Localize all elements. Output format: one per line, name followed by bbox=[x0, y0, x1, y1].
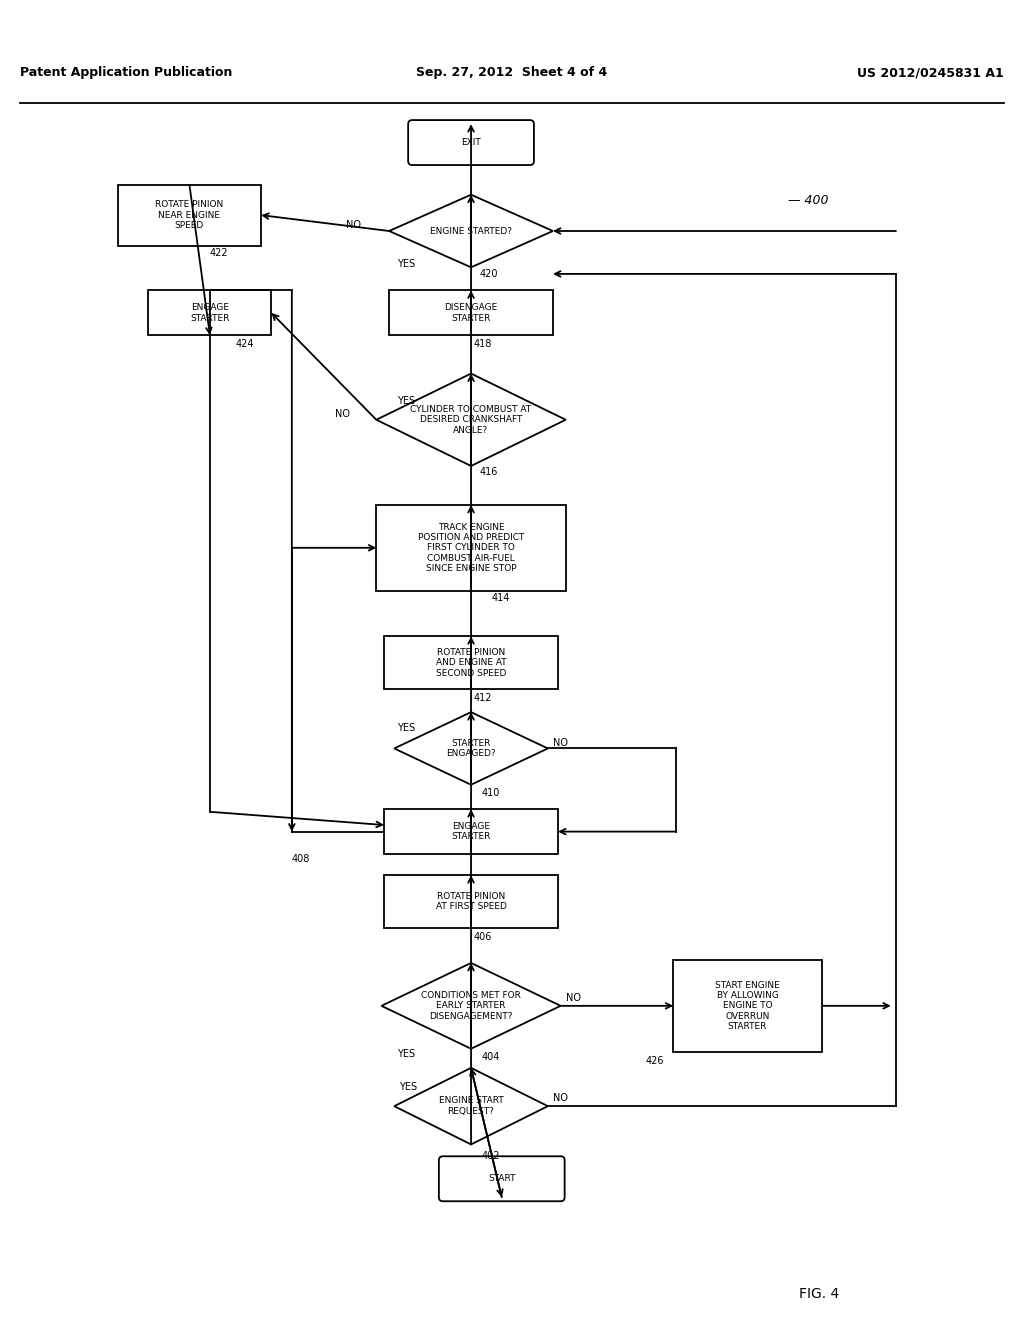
Text: YES: YES bbox=[397, 259, 416, 269]
Text: NO: NO bbox=[336, 409, 350, 420]
Text: 410: 410 bbox=[481, 788, 500, 799]
Text: ENGINE STARTED?: ENGINE STARTED? bbox=[430, 227, 512, 235]
Bar bbox=[384, 875, 558, 928]
Text: 426: 426 bbox=[645, 1056, 664, 1067]
Text: 414: 414 bbox=[492, 593, 510, 603]
Bar bbox=[384, 809, 558, 854]
Text: — 400: — 400 bbox=[788, 194, 829, 207]
Text: ROTATE PINION
AT FIRST SPEED: ROTATE PINION AT FIRST SPEED bbox=[435, 892, 507, 911]
Text: 402: 402 bbox=[481, 1151, 500, 1162]
FancyBboxPatch shape bbox=[439, 1156, 564, 1201]
Bar bbox=[384, 636, 558, 689]
Text: 422: 422 bbox=[210, 248, 228, 259]
Text: YES: YES bbox=[397, 396, 416, 407]
Text: STARTER
ENGAGED?: STARTER ENGAGED? bbox=[446, 739, 496, 758]
Text: TRACK ENGINE
POSITION AND PREDICT
FIRST CYLINDER TO
COMBUST AIR-FUEL
SINCE ENGIN: TRACK ENGINE POSITION AND PREDICT FIRST … bbox=[418, 523, 524, 573]
Polygon shape bbox=[389, 195, 553, 267]
Text: 416: 416 bbox=[479, 467, 498, 478]
Text: NO: NO bbox=[346, 220, 361, 231]
Bar bbox=[674, 960, 821, 1052]
Text: NO: NO bbox=[553, 1093, 568, 1104]
Text: ROTATE PINION
AND ENGINE AT
SECOND SPEED: ROTATE PINION AND ENGINE AT SECOND SPEED bbox=[436, 648, 506, 677]
Bar bbox=[118, 185, 261, 246]
Text: ENGAGE
STARTER: ENGAGE STARTER bbox=[452, 822, 490, 841]
Text: DISENGAGE
STARTER: DISENGAGE STARTER bbox=[444, 304, 498, 322]
Text: ENGINE START
REQUEST?: ENGINE START REQUEST? bbox=[438, 1097, 504, 1115]
FancyBboxPatch shape bbox=[409, 120, 534, 165]
Polygon shape bbox=[377, 374, 565, 466]
Polygon shape bbox=[394, 1068, 548, 1144]
Text: CONDITIONS MET FOR
EARLY STARTER
DISENGAGEMENT?: CONDITIONS MET FOR EARLY STARTER DISENGA… bbox=[421, 991, 521, 1020]
Polygon shape bbox=[382, 964, 561, 1048]
Text: EXIT: EXIT bbox=[461, 139, 481, 147]
Text: NO: NO bbox=[565, 993, 581, 1003]
Text: YES: YES bbox=[397, 1049, 416, 1060]
Text: Sep. 27, 2012  Sheet 4 of 4: Sep. 27, 2012 Sheet 4 of 4 bbox=[417, 66, 607, 79]
Polygon shape bbox=[394, 713, 548, 784]
Text: CYLINDER TO COMBUST AT
DESIRED CRANKSHAFT
ANGLE?: CYLINDER TO COMBUST AT DESIRED CRANKSHAF… bbox=[411, 405, 531, 434]
Text: 412: 412 bbox=[473, 693, 492, 704]
Text: NO: NO bbox=[553, 738, 568, 748]
Text: US 2012/0245831 A1: US 2012/0245831 A1 bbox=[857, 66, 1004, 79]
Text: 418: 418 bbox=[473, 339, 492, 350]
Text: START: START bbox=[488, 1175, 515, 1183]
Text: 408: 408 bbox=[292, 854, 310, 865]
Text: 420: 420 bbox=[479, 269, 498, 280]
Text: YES: YES bbox=[397, 723, 416, 734]
Text: ROTATE PINION
NEAR ENGINE
SPEED: ROTATE PINION NEAR ENGINE SPEED bbox=[156, 201, 223, 230]
Text: 406: 406 bbox=[473, 932, 492, 942]
Text: ENGAGE
STARTER: ENGAGE STARTER bbox=[190, 304, 229, 322]
Text: FIG. 4: FIG. 4 bbox=[799, 1287, 839, 1302]
Text: 404: 404 bbox=[481, 1052, 500, 1063]
Text: START ENGINE
BY ALLOWING
ENGINE TO
OVERRUN
STARTER: START ENGINE BY ALLOWING ENGINE TO OVERR… bbox=[715, 981, 780, 1031]
Bar bbox=[148, 290, 271, 335]
Bar bbox=[389, 290, 553, 335]
Bar bbox=[377, 504, 565, 590]
Text: YES: YES bbox=[399, 1082, 418, 1093]
Text: Patent Application Publication: Patent Application Publication bbox=[20, 66, 232, 79]
Text: 424: 424 bbox=[236, 339, 254, 350]
